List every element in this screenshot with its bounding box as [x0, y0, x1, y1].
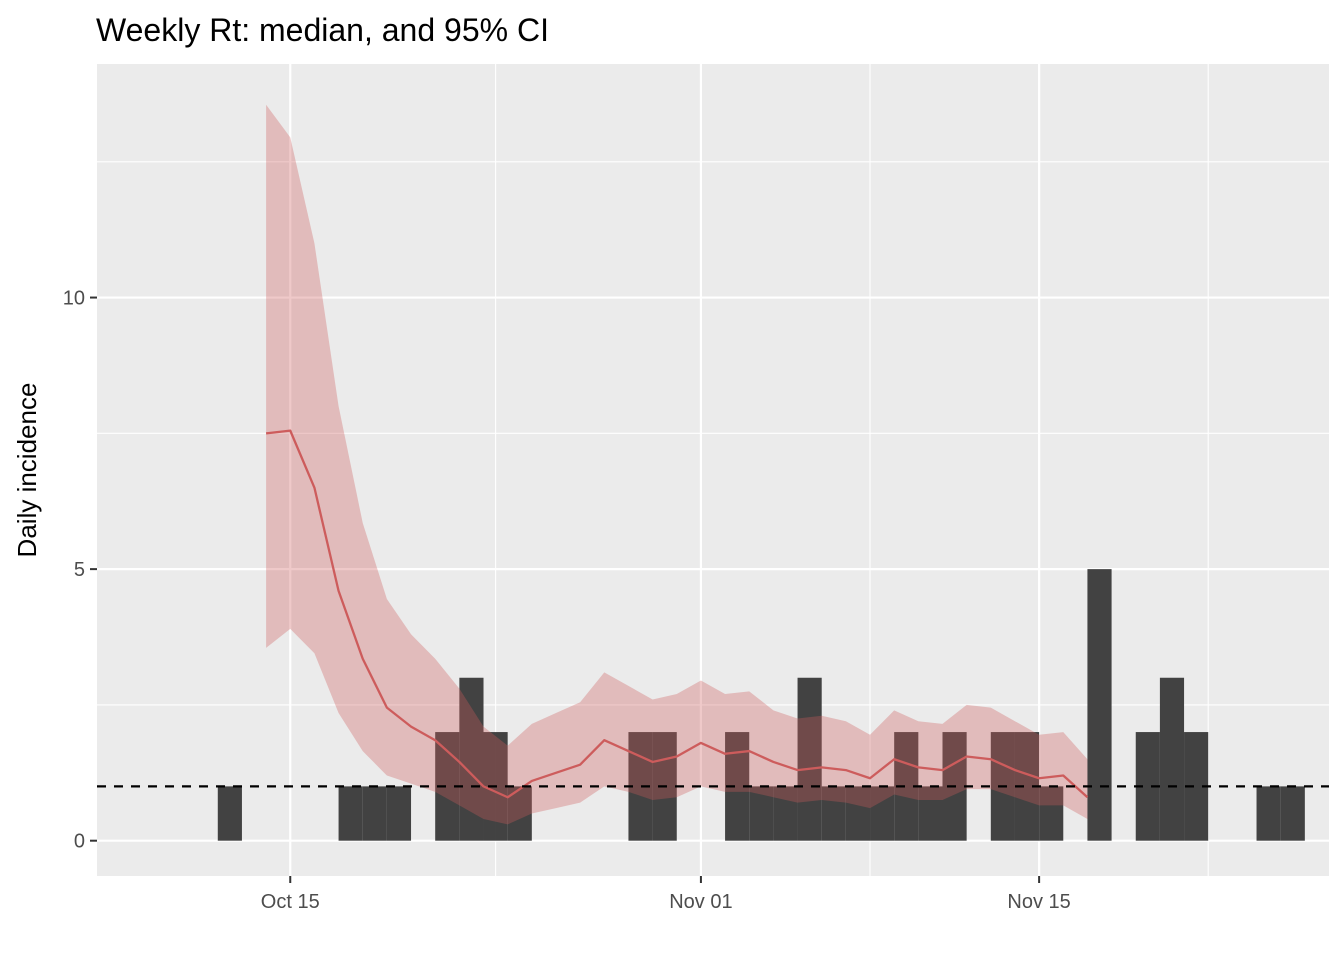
rt-median-line [265, 429, 1089, 799]
incidence-bar [749, 786, 774, 841]
incidence-bars [217, 569, 1305, 841]
incidence-bar [821, 786, 846, 841]
incidence-bar [797, 677, 822, 841]
incidence-bar [870, 786, 895, 841]
incidence-bar [1087, 569, 1112, 841]
incidence-bar [1256, 786, 1281, 841]
incidence-bar [845, 786, 871, 841]
y-tick-label: 5 [74, 559, 85, 581]
y-axis-title: Daily incidence [12, 383, 42, 558]
incidence-bar [386, 786, 412, 841]
chart-title: Weekly Rt: median, and 95% CI [96, 12, 549, 48]
incidence-bar [338, 786, 363, 841]
incidence-bar [918, 786, 943, 841]
ci-ribbon [266, 104, 1088, 825]
median-line-group [265, 429, 1089, 799]
y-tick-label: 0 [74, 831, 85, 853]
y-tick-label: 10 [63, 288, 85, 310]
incidence-bar [362, 786, 387, 841]
ci-ribbon-group [266, 104, 1088, 825]
incidence-bar [773, 786, 798, 841]
incidence-bar [217, 786, 242, 841]
incidence-bar [459, 677, 484, 841]
incidence-bar [1039, 786, 1064, 841]
y-axis: 0 5 10 [63, 288, 97, 853]
x-tick-label: Nov 01 [669, 891, 732, 913]
plot-panel [97, 64, 1329, 876]
incidence-bar [1280, 786, 1305, 841]
x-tick-label: Nov 15 [1007, 891, 1070, 913]
x-tick-label: Oct 15 [261, 891, 320, 913]
incidence-bar [1159, 677, 1185, 841]
x-axis: Oct 15 Nov 01 Nov 15 [261, 876, 1071, 913]
